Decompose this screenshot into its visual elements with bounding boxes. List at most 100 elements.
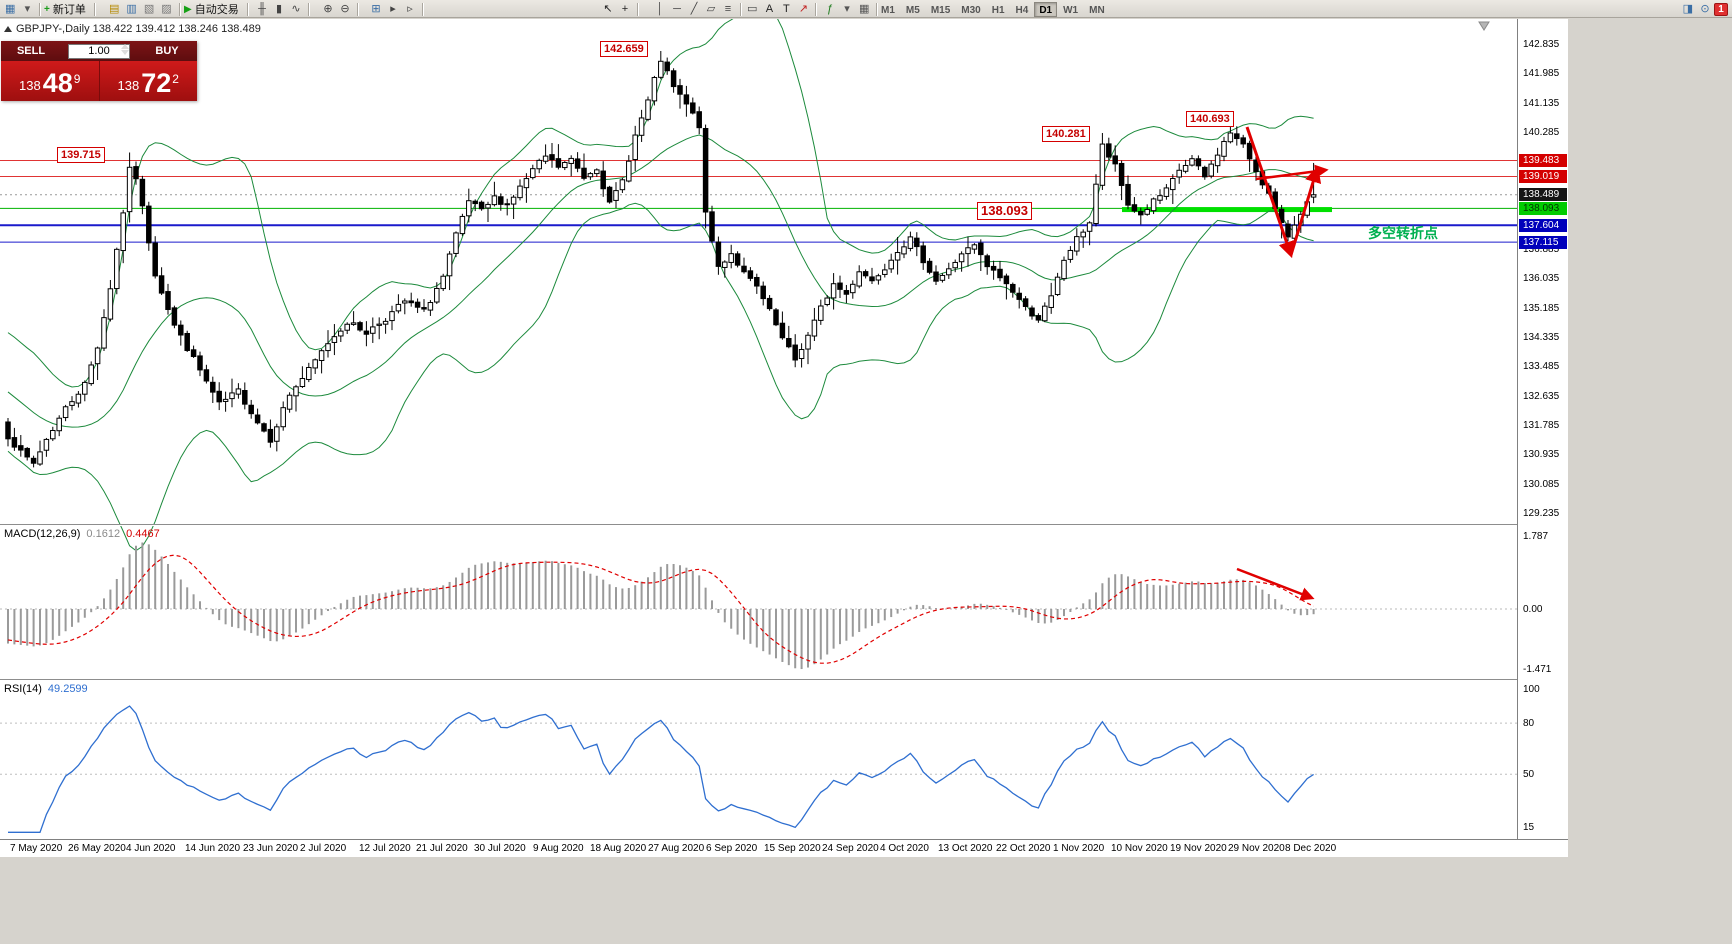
price-axis-label: 141.135 <box>1523 97 1560 109</box>
toolbar-right-group: ◨ ⊙ 1 <box>1680 0 1728 18</box>
timeframe-button-m1[interactable]: M1 <box>881 4 895 16</box>
timeframe-button-m15[interactable]: M15 <box>930 4 951 16</box>
chart-canvas[interactable] <box>0 19 1518 839</box>
candle-body <box>254 414 261 424</box>
candle-body <box>830 283 837 299</box>
candle-body <box>1048 295 1054 308</box>
candle-body <box>920 245 926 264</box>
indicators-dropdown-icon[interactable]: ▾ <box>844 3 850 15</box>
timeframe-button-w1[interactable]: W1 <box>1063 4 1079 16</box>
support-zone-line <box>1122 207 1332 213</box>
horizontal-line-icon[interactable]: ─ <box>673 3 681 15</box>
auto-scroll-icon[interactable]: ▸ <box>390 3 396 15</box>
candle-body <box>946 268 952 276</box>
new-order-button-label: 新订单 <box>52 4 86 16</box>
text-icon[interactable]: A <box>765 3 774 15</box>
timeframe-button-h4[interactable]: H4 <box>1015 4 1029 16</box>
candle-body <box>978 242 984 256</box>
line-chart-icon[interactable]: ∿ <box>291 3 301 15</box>
rsi-line <box>8 705 1314 833</box>
timeframe-button-d1[interactable]: D1 <box>1034 1 1058 17</box>
trendline-icon[interactable]: ╱ <box>690 3 698 15</box>
timeframe-button-m30[interactable]: M30 <box>961 4 981 16</box>
candle-body <box>638 117 645 136</box>
tile-windows-icon[interactable]: ⊞ <box>371 3 381 15</box>
candle-body <box>427 302 434 311</box>
candle-body <box>683 94 690 105</box>
candle-body <box>485 203 491 209</box>
volume-input[interactable] <box>68 43 130 59</box>
candle-body <box>171 307 178 326</box>
price-axis-label: 134.335 <box>1523 332 1560 344</box>
candle-body <box>965 247 971 255</box>
notification-badge[interactable]: 1 <box>1714 2 1728 16</box>
price-axis-label: 135.185 <box>1523 302 1560 314</box>
new-chart-icon[interactable]: ▦ <box>5 3 16 15</box>
bar-chart-icon[interactable]: ╫ <box>258 3 266 15</box>
search-icon[interactable]: ⊙ <box>1700 3 1710 15</box>
oneclick-collapse-icon[interactable] <box>4 26 12 32</box>
rsi-panel-separator[interactable] <box>0 679 1568 681</box>
terminal-icon[interactable]: ▨ <box>161 3 172 15</box>
buy-price[interactable]: 138 72 2 <box>117 68 179 98</box>
navigator-icon[interactable]: ▧ <box>143 3 155 15</box>
zoom-in-icon[interactable]: ⊕ <box>323 3 333 15</box>
candlestick-chart-icon[interactable]: ▮ <box>275 3 283 15</box>
candle-body <box>741 265 747 273</box>
new-order-button[interactable]: + 新订单 <box>40 1 90 17</box>
candle-body <box>1176 169 1182 178</box>
date-label: 9 Aug 2020 <box>533 843 584 854</box>
candle-body <box>952 261 958 269</box>
volume-down-button[interactable] <box>121 50 129 55</box>
macd-panel-separator[interactable] <box>0 524 1568 526</box>
autotrade-button[interactable]: ▶ 自动交易 <box>180 1 243 17</box>
toolbar-group: ⊕ ⊖ <box>320 0 361 18</box>
trend-arrow <box>1236 567 1315 601</box>
chart-shift-icon[interactable]: ▹ <box>407 3 413 15</box>
toolbar-group: ↖ + <box>600 0 641 18</box>
cursor-icon[interactable]: ↖ <box>603 3 613 15</box>
crosshair-icon[interactable]: + <box>621 3 629 15</box>
timeframe-button-mn[interactable]: MN <box>1089 4 1105 16</box>
candle-body <box>786 337 792 348</box>
indicators-icon[interactable]: ƒ <box>826 3 834 15</box>
market-watch-icon[interactable]: ▤ <box>109 3 120 15</box>
buy-button[interactable]: BUY <box>155 45 179 57</box>
chart-mode-icon[interactable]: ◨ <box>1682 3 1693 15</box>
rsi-value: 49.2599 <box>47 683 88 695</box>
candle-body <box>184 332 190 351</box>
macd-main-value: 0.1612 <box>86 528 121 540</box>
fibonacci-icon[interactable]: ≡ <box>724 3 732 15</box>
candle-body <box>747 270 754 279</box>
label-icon[interactable]: T <box>783 3 790 15</box>
templates-icon[interactable]: ▦ <box>859 3 870 15</box>
macd-axis-label: -1.471 <box>1523 664 1552 676</box>
sell-price[interactable]: 138 48 9 <box>19 68 81 98</box>
candle-body <box>478 201 485 210</box>
candle-body <box>114 248 120 290</box>
candle-body <box>715 241 722 267</box>
candle-body <box>1131 204 1138 212</box>
candle-body <box>434 287 440 303</box>
sell-button[interactable]: SELL <box>16 45 46 57</box>
candle-body <box>798 349 805 360</box>
arrow-tools-icon[interactable]: ↗ <box>798 3 809 15</box>
candle-body <box>926 260 933 273</box>
candle-body <box>82 381 88 395</box>
candle-body <box>1010 283 1016 293</box>
chart-list-dropdown-icon[interactable]: ▾ <box>24 3 31 15</box>
candle-body <box>133 166 139 180</box>
shapes-icon[interactable]: ▭ <box>747 3 758 15</box>
date-label: 4 Oct 2020 <box>880 843 929 854</box>
timeframe-button-h1[interactable]: H1 <box>991 4 1005 16</box>
timeframe-button-m5[interactable]: M5 <box>905 4 920 16</box>
chart-shift-marker[interactable] <box>1478 21 1490 31</box>
zoom-out-icon[interactable]: ⊖ <box>340 3 350 15</box>
vertical-line-icon[interactable]: │ <box>656 3 664 15</box>
candle-body <box>811 319 818 337</box>
data-window-icon[interactable]: ▥ <box>126 3 137 15</box>
candle-body <box>248 404 254 415</box>
channel-icon[interactable]: ▱ <box>706 3 716 15</box>
candle-body <box>139 178 146 207</box>
volume-up-button[interactable] <box>121 44 129 49</box>
